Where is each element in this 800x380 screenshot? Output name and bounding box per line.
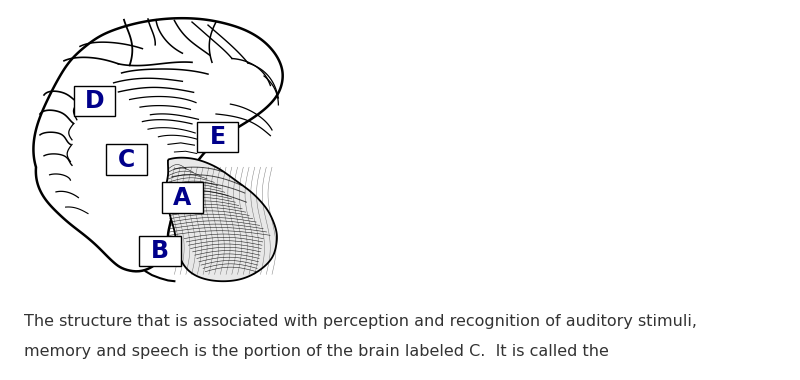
- Polygon shape: [34, 18, 282, 271]
- Polygon shape: [166, 158, 277, 281]
- Text: A: A: [174, 185, 191, 210]
- Bar: [197, 122, 238, 152]
- Bar: [162, 182, 203, 213]
- Bar: [106, 144, 147, 175]
- Text: memory and speech is the portion of the brain labeled C.  It is called the: memory and speech is the portion of the …: [24, 344, 609, 359]
- Bar: [139, 236, 181, 266]
- Text: E: E: [210, 125, 226, 149]
- Text: D: D: [85, 89, 104, 113]
- Text: C: C: [118, 147, 135, 172]
- Text: B: B: [151, 239, 169, 263]
- Bar: [74, 86, 115, 116]
- Text: The structure that is associated with perception and recognition of auditory sti: The structure that is associated with pe…: [24, 314, 697, 329]
